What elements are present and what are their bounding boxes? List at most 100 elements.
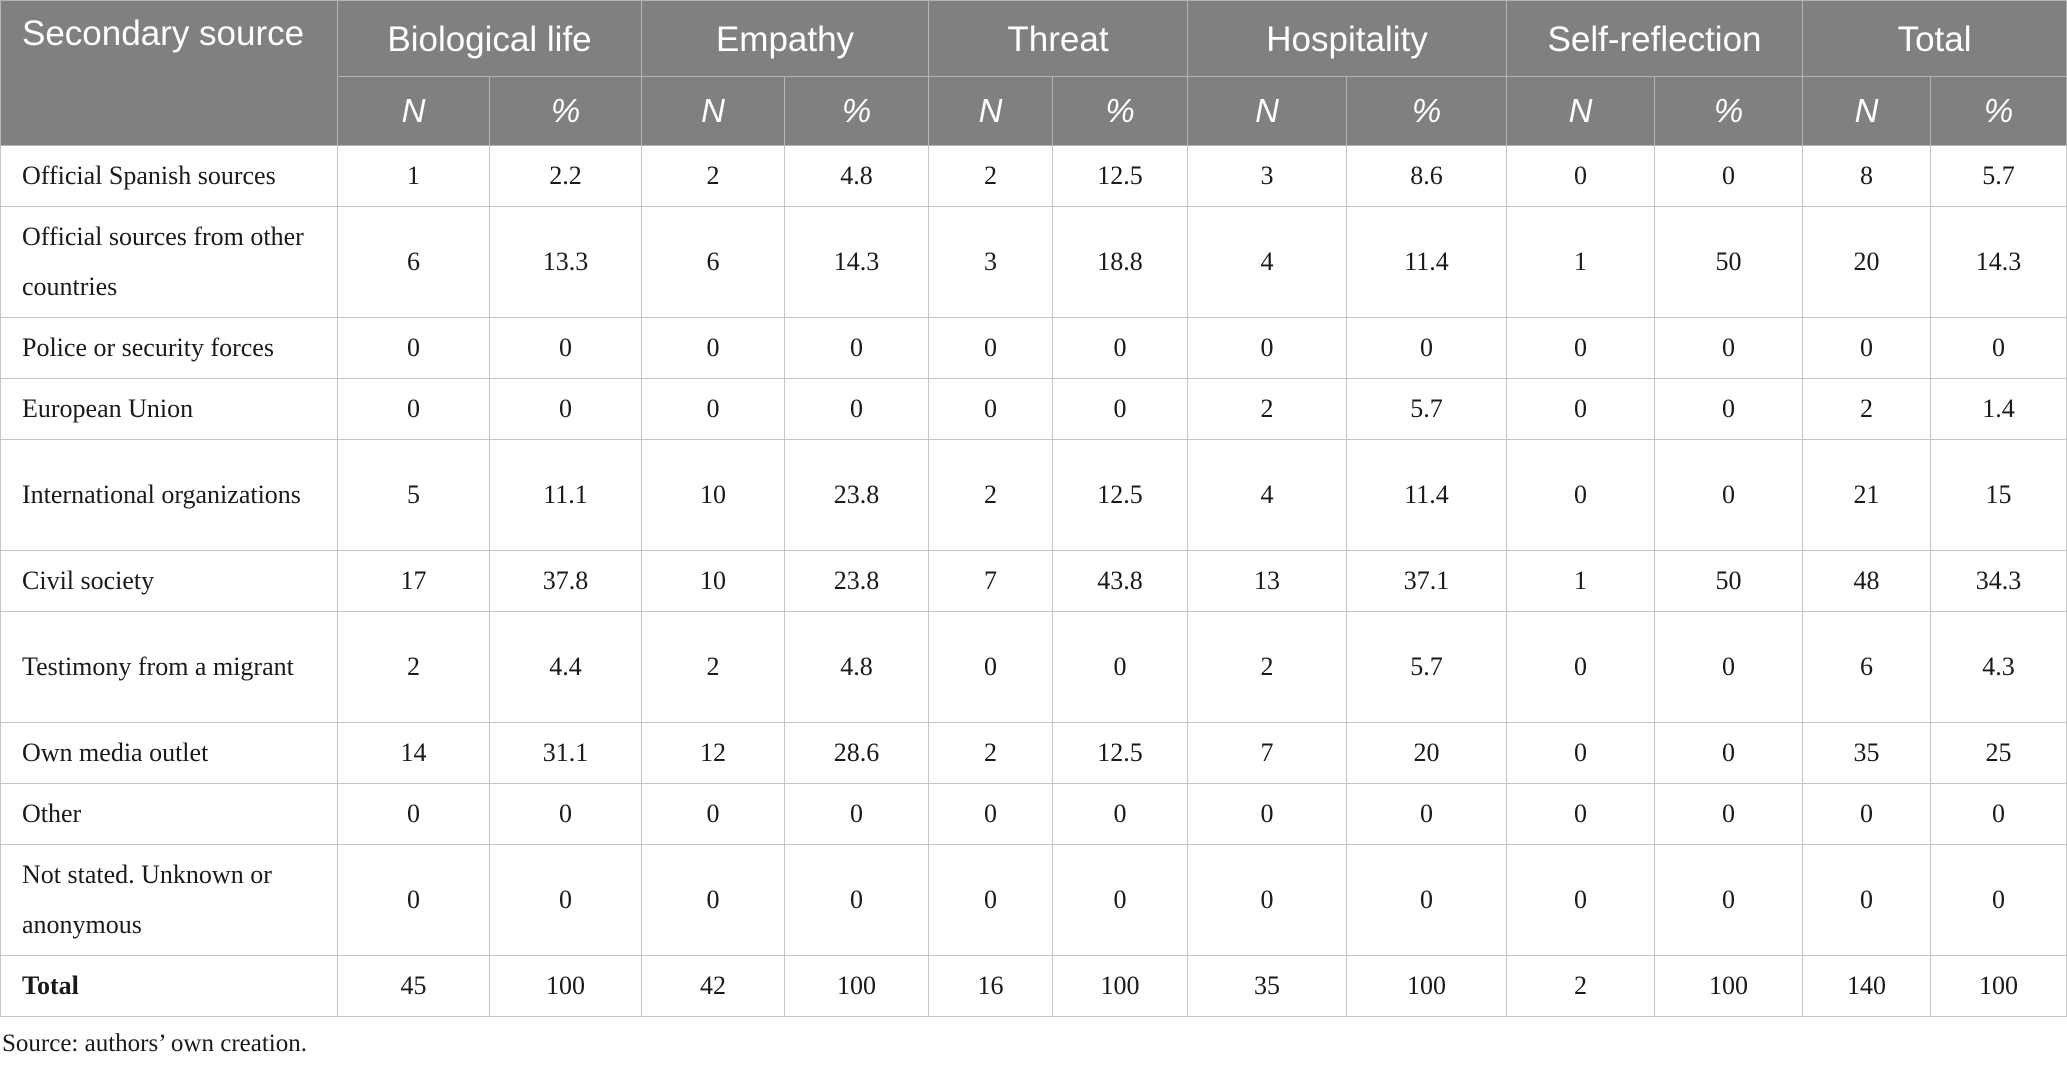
row-label: International organizations [0,439,338,551]
table-row: Official sources from other countries 6 13… [0,206,2067,318]
cell-count: 7 [1187,722,1347,784]
group-header-biological-life: Biological life [337,0,642,77]
cell-count: 14 [337,722,490,784]
cell-percent: 23.8 [784,550,929,612]
cell-percent: 50 [1654,206,1804,318]
cell-count: 0 [1506,439,1656,551]
cell-percent: 23.8 [784,439,929,551]
table-header: Secondary source Biological life Empathy… [0,0,2067,146]
row-label: Civil society [0,550,338,612]
cell-percent: 4.8 [784,611,929,723]
cell-percent: 12.5 [1052,145,1188,207]
subheader-percent: % [1052,76,1188,146]
subheader-n: N [1187,76,1347,146]
cell-count: 0 [1802,317,1932,379]
row-label: Testimony from a migrant [0,611,338,723]
cell-count: 2 [337,611,490,723]
cell-count: 5 [337,439,490,551]
cell-count: 6 [1802,611,1932,723]
cell-count: 20 [1802,206,1932,318]
subheader-n: N [641,76,785,146]
cell-percent: 100 [1654,955,1804,1017]
cell-count: 0 [337,783,490,845]
cell-percent: 0 [489,844,642,956]
cell-count: 0 [641,844,785,956]
cell-percent: 0 [1654,611,1804,723]
cell-percent: 100 [1052,955,1188,1017]
cell-count: 0 [641,378,785,440]
group-header-self-reflection: Self-reflection [1506,0,1804,77]
cell-count: 42 [641,955,785,1017]
group-header-empathy: Empathy [641,0,929,77]
cell-count: 4 [1187,206,1347,318]
cell-count: 0 [1187,783,1347,845]
row-label: Total [0,955,338,1017]
cell-percent: 0 [1052,611,1188,723]
cell-percent: 5.7 [1345,378,1508,440]
cell-count: 0 [641,317,785,379]
cell-count: 2 [1506,955,1656,1017]
total-row: Total 45 100 42 100 16 100 35 100 2 100 140 100 [0,955,2067,1017]
table-row: International organizations 5 11.1 10 23.8 2 1… [0,439,2067,551]
row-label: Official Spanish sources [0,145,338,207]
cell-count: 2 [641,611,785,723]
cell-count: 0 [1506,317,1656,379]
table-caption: Source: authors’ own creation. [2,1030,307,1057]
cell-percent: 25 [1930,722,2067,784]
cell-percent: 100 [784,955,929,1017]
cell-count: 3 [928,206,1053,318]
header-row-groups: Secondary source Biological life Empathy… [0,0,2067,146]
corner-header: Secondary source [0,0,338,146]
cell-percent: 0 [1930,317,2067,379]
cell-percent: 0 [1052,844,1188,956]
cell-percent: 18.8 [1052,206,1188,318]
cell-percent: 14.3 [1930,206,2067,318]
table-row: Civil society 17 37.8 10 23.8 7 43.8 13 37.1 1 50 4… [0,550,2067,612]
row-label: Police or security forces [0,317,338,379]
cell-percent: 4.4 [489,611,642,723]
cell-percent: 0 [1052,783,1188,845]
cell-percent: 100 [1345,955,1508,1017]
cell-count: 0 [1187,844,1347,956]
cell-count: 0 [337,317,490,379]
cell-percent: 37.8 [489,550,642,612]
cell-percent: 5.7 [1930,145,2067,207]
cell-count: 48 [1802,550,1932,612]
cell-percent: 0 [784,378,929,440]
table-row: Testimony from a migrant 2 4.4 2 4.8 0 0 2 5.7 0 0… [0,611,2067,723]
cell-count: 0 [1506,378,1656,440]
cell-count: 21 [1802,439,1932,551]
cell-percent: 4.3 [1930,611,2067,723]
cell-count: 0 [1187,317,1347,379]
cell-count: 4 [1187,439,1347,551]
cell-count: 17 [337,550,490,612]
cell-percent: 0 [1052,378,1188,440]
cell-percent: 0 [1345,783,1508,845]
row-label: Own media outlet [0,722,338,784]
cell-percent: 0 [1930,844,2067,956]
group-header-threat: Threat [928,0,1188,77]
cell-count: 0 [928,317,1053,379]
cell-percent: 20 [1345,722,1508,784]
secondary-source-table: Secondary source Biological life Empathy… [0,0,2067,1017]
cell-percent: 0 [784,783,929,845]
cell-percent: 2.2 [489,145,642,207]
cell-count: 0 [1506,145,1656,207]
cell-count: 0 [928,844,1053,956]
cell-count: 35 [1187,955,1347,1017]
cell-percent: 0 [784,844,929,956]
cell-count: 0 [1506,783,1656,845]
cell-percent: 8.6 [1345,145,1508,207]
table-row: Police or security forces 0 0 0 0 0 0 0 0 0 0 0 0 [0,317,2067,379]
cell-count: 7 [928,550,1053,612]
cell-count: 10 [641,550,785,612]
cell-percent: 0 [489,783,642,845]
cell-percent: 5.7 [1345,611,1508,723]
header-row-subheaders: N % N % N % N % N % N % [1,76,2067,146]
cell-percent: 0 [1654,317,1804,379]
cell-count: 6 [337,206,490,318]
cell-count: 1 [1506,550,1656,612]
subheader-percent: % [489,76,642,146]
cell-percent: 0 [1052,317,1188,379]
cell-percent: 11.4 [1345,439,1508,551]
